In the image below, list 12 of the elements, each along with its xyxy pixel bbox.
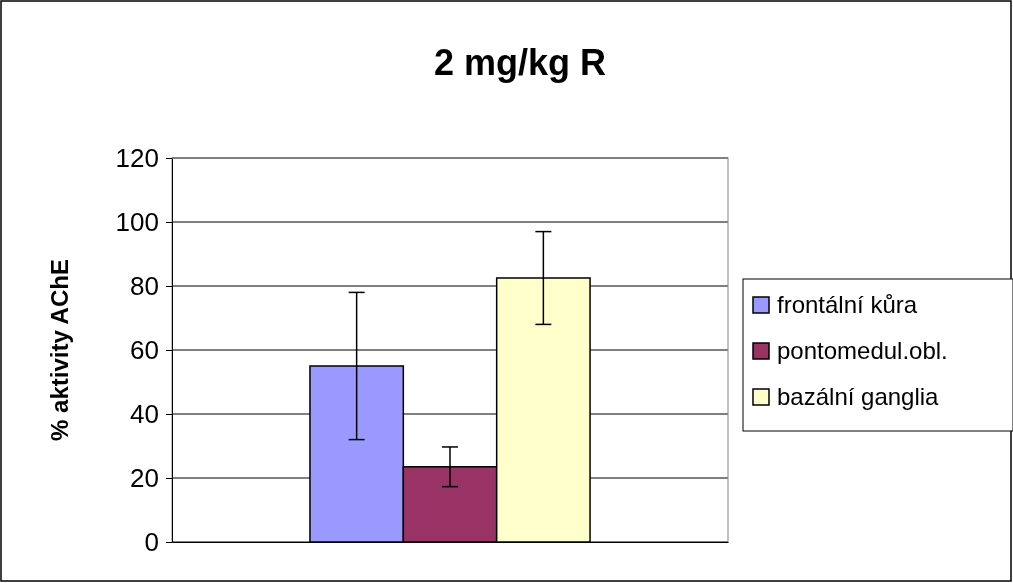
y-tick-label: 20 [130, 462, 159, 493]
legend-label: bazální ganglia [777, 383, 940, 410]
y-tick-label: 0 [144, 526, 159, 557]
y-tick-label: 40 [130, 398, 159, 429]
legend-label: frontální kůra [777, 291, 918, 318]
y-tick-label: 120 [115, 142, 159, 173]
y-tick-label: 80 [130, 270, 159, 301]
y-tick-label: 100 [115, 206, 159, 237]
chart-title: 2 mg/kg R [433, 42, 607, 83]
legend-label: pontomedul.obl. [777, 337, 948, 364]
y-tick-label: 60 [130, 334, 159, 365]
y-axis-title: % aktivity AChE [46, 259, 73, 441]
